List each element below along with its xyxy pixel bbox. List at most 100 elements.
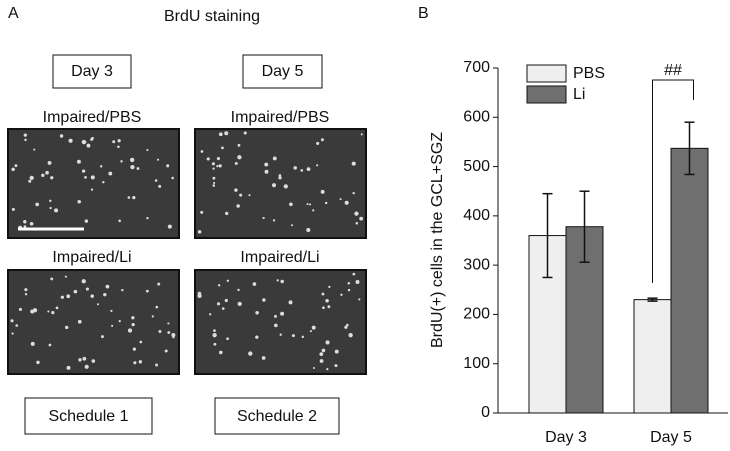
cell-dot (347, 282, 351, 285)
cell-dot (218, 164, 222, 168)
cell-dot (321, 348, 326, 353)
cell-dot (352, 272, 356, 276)
cell-dot (321, 292, 325, 296)
cell-dot (274, 323, 278, 328)
cell-dot (320, 138, 324, 142)
cell-dot (325, 340, 330, 345)
cell-dot (23, 225, 27, 228)
cell-dot (146, 148, 149, 152)
image-label: Impaired/PBS (43, 109, 142, 126)
micrograph (194, 128, 367, 239)
cell-dot (278, 174, 282, 177)
cell-dot (212, 332, 217, 338)
cell-dot (355, 279, 360, 284)
cell-dot (236, 204, 240, 208)
cell-dot (164, 349, 168, 353)
cell-dot (225, 211, 229, 216)
cell-dot (48, 343, 52, 347)
cell-dot (255, 335, 259, 339)
y-tick-label: 0 (481, 404, 490, 421)
cell-dot (50, 277, 54, 281)
cell-dot (313, 366, 316, 369)
x-tick-label: Day 5 (650, 429, 692, 446)
cell-dot (237, 155, 242, 160)
cell-dot (167, 224, 172, 229)
cell-dot (118, 320, 121, 323)
cell-dot (274, 314, 277, 318)
panel-label: B (418, 5, 429, 22)
cell-dot (234, 188, 238, 192)
cell-dot (139, 340, 143, 344)
header-box (242, 54, 323, 89)
cell-dot (102, 181, 105, 184)
cell-dot (11, 207, 15, 211)
cell-dot (100, 335, 104, 339)
significance-bracket (652, 79, 694, 283)
cell-dot (237, 301, 242, 307)
cell-dot (348, 333, 353, 338)
cell-dot (309, 330, 312, 333)
x-tick-label: Day 3 (545, 429, 587, 446)
bar (633, 299, 672, 414)
y-tick-label: 500 (463, 158, 490, 175)
cell-dot (327, 305, 331, 309)
cell-dot (157, 158, 160, 161)
cell-dot (66, 365, 71, 370)
cell-dot (120, 160, 123, 163)
cell-dot (312, 209, 315, 212)
cell-dot (91, 359, 96, 363)
cell-dot (237, 143, 241, 147)
cell-dot (154, 179, 158, 182)
cell-dot (243, 131, 247, 135)
cell-dot (47, 310, 50, 313)
cell-dot (278, 176, 282, 180)
cell-dot (248, 194, 251, 197)
cell-dot (280, 279, 284, 284)
cell-dot (23, 220, 27, 224)
cell-dot (237, 288, 240, 292)
footer-box (24, 397, 153, 435)
cell-dot (146, 216, 149, 220)
y-tick-label: 600 (463, 109, 490, 126)
legend-swatch (526, 85, 567, 104)
cell-dot (212, 176, 216, 180)
cell-dot (78, 358, 82, 362)
cell-dot (359, 216, 364, 221)
cell-dot (121, 288, 124, 292)
cell-dot (226, 279, 230, 282)
cell-dot (23, 133, 27, 137)
cell-dot (283, 184, 288, 189)
cell-dot (213, 329, 216, 332)
cell-dot (358, 298, 361, 301)
y-tick-label: 700 (463, 59, 490, 76)
image-label: Impaired/Li (240, 249, 319, 266)
cell-dot (18, 307, 22, 311)
cell-dot (127, 328, 133, 333)
cell-dot (133, 361, 137, 365)
cell-dot (24, 138, 27, 142)
y-tick-label: 300 (463, 256, 490, 273)
cell-dot (272, 156, 277, 161)
cell-dot (60, 295, 64, 299)
cell-dot (344, 325, 348, 329)
cell-dot (41, 173, 45, 178)
cell-dot (77, 319, 82, 324)
cell-dot (311, 325, 316, 330)
cell-dot (171, 176, 174, 180)
cell-dot (319, 352, 324, 357)
cell-dot (32, 308, 38, 313)
cell-dot (103, 292, 107, 297)
cell-dot (151, 315, 154, 318)
cell-dot (59, 134, 64, 138)
cell-dot (132, 196, 136, 200)
cell-dot (167, 322, 170, 325)
cell-dot (289, 202, 293, 207)
y-axis-label: BrdU(+) cells in the GCL+SGZ (429, 132, 446, 348)
cell-dot (301, 335, 305, 339)
cell-dot (288, 300, 293, 305)
cell-dot (206, 157, 210, 161)
cell-dot (112, 140, 116, 144)
cell-dot (105, 284, 110, 289)
cell-dot (49, 199, 52, 203)
cell-dot (24, 293, 28, 296)
